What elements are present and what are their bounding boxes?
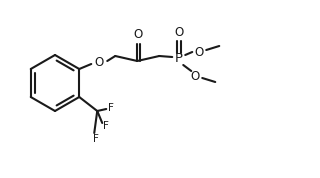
Text: F: F <box>93 134 99 144</box>
Text: P: P <box>175 53 183 66</box>
Text: O: O <box>191 69 200 82</box>
Text: O: O <box>175 25 184 38</box>
Text: O: O <box>195 46 204 59</box>
Text: O: O <box>134 27 143 41</box>
Text: O: O <box>95 56 104 69</box>
Text: F: F <box>103 121 109 131</box>
Text: F: F <box>108 103 114 113</box>
